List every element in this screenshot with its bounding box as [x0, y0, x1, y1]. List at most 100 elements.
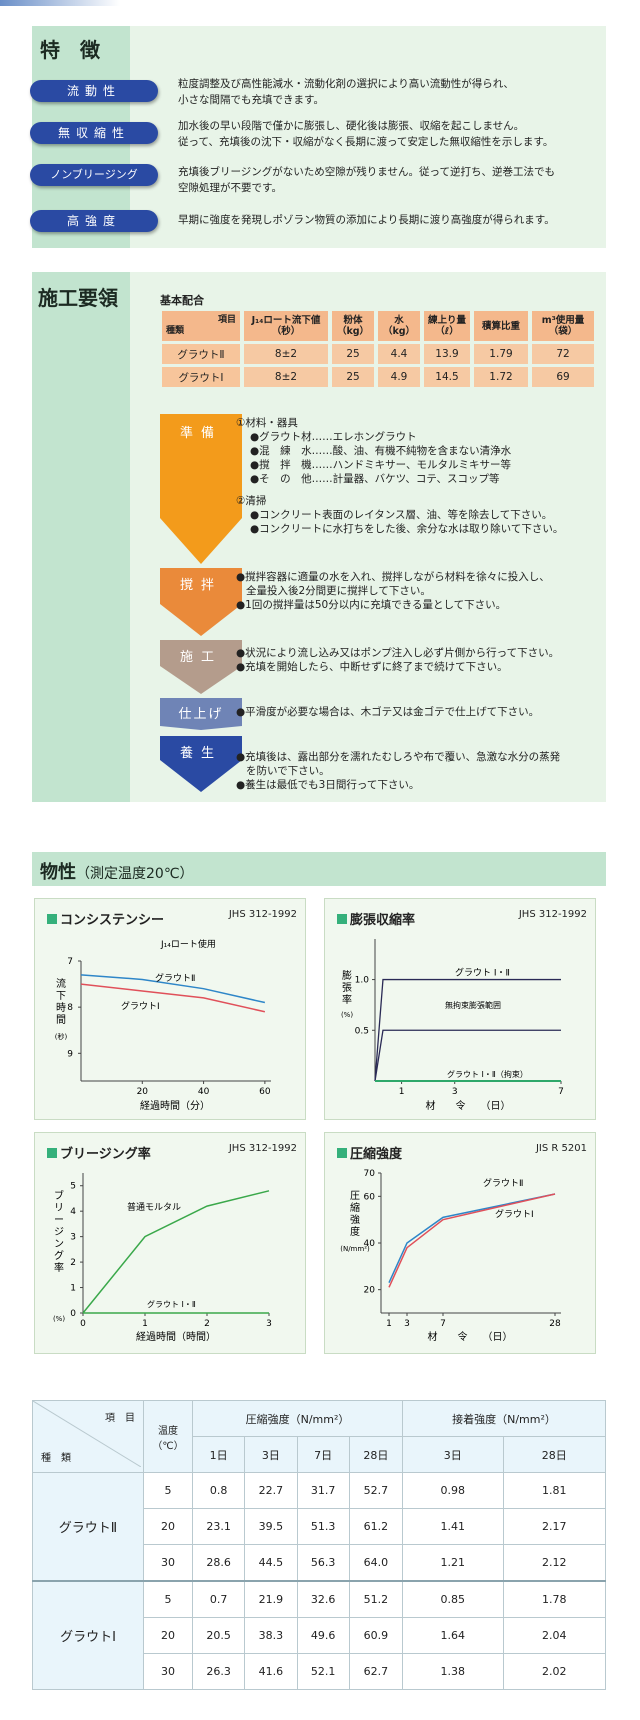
step-label: 施工 [179, 650, 222, 665]
table-cell: 23.1 [191, 1508, 246, 1545]
x-tick-label: 60 [259, 1087, 271, 1097]
table-row: グラウトⅠ 5 0.7 21.9 32.6 51.2 0.85 1.78 [32, 1580, 607, 1690]
y-tick-label: 1.0 [355, 976, 370, 986]
x-tick-label: 2 [204, 1319, 210, 1329]
y-tick-label: 4 [70, 1207, 76, 1217]
table-cell: 1.21 [402, 1544, 504, 1582]
step-prepare: 準備 [160, 418, 242, 441]
table-cell: 1.41 [402, 1508, 504, 1545]
chart-standard: JIS R 5201 [535, 1143, 587, 1154]
pill-high-strength: 高強度 [30, 210, 158, 232]
feature-text-non-bleeding: 充填後ブリージングがないため空隙が残りません。従って逆打ち、逆巻工法でも 空隙処理… [178, 166, 555, 194]
x-tick-label: 3 [404, 1319, 410, 1329]
feature-text-non-shrink: 加水後の早い段階で僅かに膨張し、硬化後は膨張、収縮を起こしません。 従って、充填後… [178, 120, 554, 148]
table-cell: 31.7 [296, 1472, 350, 1509]
mix-item-label: 項目 [217, 315, 236, 325]
strength-header-row: 項 目 種 類 温度（℃） 圧縮強度（N/mm²） 接着強度（N/mm²） [32, 1400, 606, 1473]
mix-header-row: 項目 種類 J₁₄ロート流下値（秒） 粉体（kg） 水（kg） 練上り量（ℓ） … [162, 311, 594, 341]
strength-col-head: 1日 [191, 1436, 246, 1473]
y-axis-label: リ [54, 1203, 64, 1214]
chart-note: J₁₄ロート使用 [160, 938, 216, 950]
mix-cell: 25 [332, 344, 374, 364]
series-line-grout-1 [80, 983, 266, 1013]
mix-cell: 4.4 [378, 344, 420, 364]
step-arrows [160, 414, 242, 792]
table-cell: 52.7 [348, 1472, 404, 1509]
mix-col-head: 粉体（kg） [332, 311, 374, 341]
table-cell: 30 [143, 1653, 193, 1690]
chart-consistency: コンシステンシー JHS 312-1992 J₁₄ロート使用 7 8 9 20 40 60 グ… [34, 898, 306, 1120]
mix-cell: 4.9 [378, 367, 420, 387]
y-axis-label: 縮 [350, 1201, 360, 1214]
table-cell: 51.2 [348, 1580, 404, 1618]
mix-kind-label: 種類 [166, 326, 185, 336]
pill-non-bleeding: ノンブリージング [30, 164, 158, 186]
y-tick-label: 9 [67, 1049, 73, 1059]
y-axis-label: 流 [56, 977, 66, 990]
table-cell: 20 [143, 1617, 193, 1654]
y-axis-label: 率 [342, 993, 352, 1006]
table-cell: 41.6 [244, 1653, 298, 1690]
table-cell: 2.12 [502, 1544, 607, 1582]
mix-corner-cell: 項目 種類 [162, 311, 240, 341]
table-cell: 1.38 [402, 1653, 504, 1690]
strength-col-head: 28日 [348, 1436, 404, 1473]
step-cure: 養生 [160, 738, 242, 761]
table-cell: 0.7 [191, 1580, 246, 1618]
top-accent-bar [0, 0, 120, 6]
step-text-prepare: ①材料・器具 ●グラウト材……エレホングラウト ●混 練 水……酸、油、有機不純… [236, 417, 564, 535]
table-cell: 26.3 [191, 1653, 246, 1690]
table-cell: 62.7 [348, 1653, 404, 1690]
y-axis-label: 率 [54, 1261, 64, 1274]
table-row: 30 28.6 44.5 56.3 64.0 1.21 2.12 [33, 1544, 607, 1582]
step-text-mix: ●撹拌容器に適量の水を入れ、撹拌しながら材料を徐々に投入し、 全量投入後2分間更… [236, 571, 550, 611]
step-label: 撹拌 [179, 578, 222, 593]
table-cell: 38.3 [244, 1617, 298, 1654]
step-text-apply: ●状況により流し込み又はポンプ注入し必ず片側から行って下さい。 ●充填を開始した… [236, 647, 560, 673]
step-arrow-mix [160, 568, 242, 636]
table-cell: 0.85 [402, 1580, 504, 1618]
table-cell: 0.98 [402, 1472, 504, 1509]
strength-col-head: 28日 [502, 1436, 607, 1473]
table-cell: 1.81 [502, 1472, 607, 1509]
y-axis-label: 下 [56, 991, 66, 1002]
strength-compressive-head: 圧縮強度（N/mm²） [191, 1400, 404, 1437]
mix-col-head: 水（kg） [378, 311, 420, 341]
y-axis-label: ー [54, 1215, 64, 1226]
x-tick-label: 28 [549, 1319, 561, 1329]
series-label: グラウト Ⅰ・Ⅱ [455, 967, 510, 979]
mix-caption: 基本配合 [160, 294, 204, 307]
y-axis-label: 圧 [350, 1191, 360, 1202]
mix-cell: 72 [532, 344, 594, 364]
strength-group-name: グラウトⅠ [32, 1580, 144, 1690]
table-cell: 61.2 [348, 1508, 404, 1545]
series-line [374, 978, 561, 1082]
y-axis-label: グ [54, 1249, 64, 1262]
series-line [388, 1193, 556, 1288]
x-tick-label: 1 [142, 1319, 148, 1329]
x-tick-label: 7 [558, 1087, 564, 1097]
construction-title: 施工要領 [38, 286, 118, 310]
strength-col-head: 3日 [402, 1436, 504, 1473]
y-axis-label: 度 [350, 1225, 360, 1238]
mix-row-name: グラウトⅠ [162, 367, 240, 387]
pill-non-shrink: 無収縮性 [30, 122, 158, 144]
x-axis-label: 経過時間（時間） [136, 1330, 216, 1343]
mix-col-head: 練上り量（ℓ） [424, 311, 470, 341]
chart-bleeding: ブリージング率 JHS 312-1992 0 1 2 3 4 5 0 1 2 3 普通モルタル グラウ… [34, 1132, 306, 1354]
step-finish: 仕上げ [160, 699, 242, 722]
y-axis-label: 張 [342, 982, 352, 994]
y-tick-label: 8 [67, 1003, 73, 1013]
strength-item-label: 項 目 [105, 1413, 135, 1424]
x-tick-label: 0 [80, 1319, 86, 1329]
series-line-grout-2 [80, 974, 266, 1004]
x-axis-label: 材 令 （日） [428, 1330, 513, 1343]
table-cell: 51.3 [296, 1508, 350, 1545]
table-cell: 64.0 [348, 1544, 404, 1582]
y-tick-label: 7 [67, 957, 73, 967]
y-axis-label: ブ [54, 1189, 64, 1202]
table-cell: 22.7 [244, 1472, 298, 1509]
mix-row: グラウトⅠ 8±2 25 4.9 14.5 1.72 69 [162, 367, 594, 387]
table-cell: 32.6 [296, 1580, 350, 1618]
chart-standard: JHS 312-1992 [518, 909, 587, 920]
